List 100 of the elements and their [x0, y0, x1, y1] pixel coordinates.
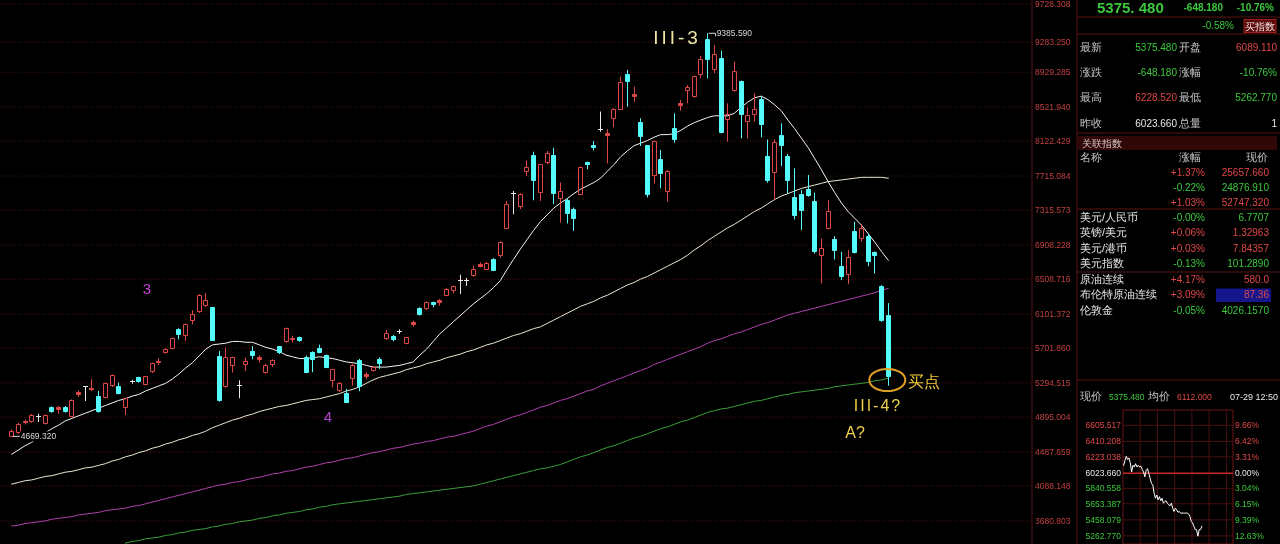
text: 均价 — [1147, 390, 1170, 402]
candlestick — [96, 390, 101, 414]
candlestick — [89, 378, 94, 392]
candlestick — [625, 69, 630, 108]
candlestick — [685, 84, 690, 104]
candlestick — [163, 347, 168, 355]
candlestick — [377, 356, 382, 370]
candlestick — [136, 376, 141, 384]
y2-tick-label: 9.39% — [1235, 514, 1260, 525]
candlestick — [451, 285, 456, 294]
y-tick-label: 8122.429 — [1035, 136, 1071, 147]
y2-tick-label: 3.31% — [1235, 451, 1260, 462]
candlestick — [49, 405, 54, 414]
candlestick — [879, 284, 884, 323]
candlestick — [618, 76, 623, 111]
candlestick — [832, 235, 837, 260]
text: -10.76% — [1239, 67, 1278, 78]
candlestick — [110, 373, 115, 388]
text: +1.03% — [1170, 197, 1206, 208]
candlestick — [806, 174, 811, 198]
text: 美元/港币 — [1080, 242, 1128, 254]
text: 101.2890 — [1227, 258, 1270, 269]
candlestick — [765, 138, 770, 184]
text: -648.180 — [1137, 67, 1178, 78]
candlestick — [9, 428, 14, 437]
candlestick — [658, 149, 663, 189]
y-tick-label: 6908.228 — [1035, 240, 1071, 251]
candlestick — [210, 306, 215, 342]
text: -0.13% — [1173, 258, 1206, 269]
candlestick — [752, 92, 757, 123]
candlestick — [43, 413, 48, 425]
y2-tick-label: 12.63% — [1235, 530, 1265, 541]
candlestick — [417, 306, 422, 317]
candlestick — [317, 344, 322, 354]
text: -10.76% — [1236, 2, 1275, 13]
text: 现价 — [1080, 390, 1102, 402]
y-tick-label: 5294.515 — [1035, 377, 1071, 388]
candlestick — [692, 75, 697, 99]
candlestick — [779, 122, 784, 167]
candlestick — [591, 140, 596, 151]
text: 总量 — [1178, 117, 1201, 129]
candlestick — [83, 386, 88, 402]
text: 87.36 — [1243, 289, 1270, 300]
text: 美元/人民币 — [1080, 211, 1139, 223]
candlestick — [819, 237, 824, 284]
candlestick — [551, 147, 556, 205]
candlestick — [444, 287, 449, 297]
candlestick — [350, 363, 355, 387]
candlestick — [665, 169, 670, 203]
candlestick — [337, 381, 342, 393]
candlestick — [371, 365, 376, 373]
text: 1 — [1271, 118, 1278, 129]
text: 买点 — [908, 373, 940, 390]
text: 最高 — [1080, 91, 1102, 103]
candlestick — [190, 309, 195, 325]
candlestick — [531, 151, 536, 201]
text: -0.22% — [1173, 182, 1206, 193]
candlestick — [585, 161, 590, 170]
text: 25657.660 — [1221, 167, 1270, 178]
line-series — [1123, 455, 1203, 537]
y-tick-label: 6101.372 — [1035, 308, 1071, 319]
candlestick — [491, 257, 496, 272]
candlestick — [826, 199, 831, 230]
text: 涨幅 — [1179, 66, 1201, 78]
candlestick — [725, 102, 730, 143]
candlestick — [518, 192, 523, 210]
candlestick — [357, 358, 362, 392]
y-tick-label: 4088.148 — [1035, 481, 1071, 492]
candlestick — [719, 50, 724, 134]
candlestick — [277, 345, 282, 355]
text: 英镑/美元 — [1080, 226, 1128, 238]
candlestick — [76, 389, 81, 398]
candlestick — [605, 128, 610, 164]
y-tick-label: 6508.716 — [1035, 274, 1071, 285]
candlestick — [558, 182, 563, 224]
candlestick — [498, 240, 503, 258]
annotation: III-3 — [653, 27, 701, 48]
text: 6112.000 — [1177, 392, 1213, 402]
text: 4026.1570 — [1221, 305, 1270, 316]
candlestick — [672, 112, 677, 144]
text: 最新 — [1080, 41, 1102, 53]
text: 关联指数 — [1082, 138, 1122, 149]
candlestick — [852, 221, 857, 254]
candlestick — [56, 405, 61, 415]
candlestick — [839, 251, 844, 281]
candlestick — [745, 106, 750, 139]
candlestick — [538, 163, 543, 202]
candlestick — [598, 111, 603, 132]
candlestick — [411, 320, 416, 328]
candlestick — [545, 150, 550, 165]
text: 伦敦金 — [1080, 304, 1113, 316]
candlestick — [632, 86, 637, 103]
candlestick — [250, 345, 255, 360]
candlestick — [705, 32, 710, 79]
candlestick — [698, 55, 703, 79]
y-tick-label: 8521.940 — [1035, 102, 1071, 113]
candlestick — [69, 398, 74, 418]
candlestick — [404, 336, 409, 345]
text: 布伦特原油连续 — [1080, 288, 1157, 300]
text: 5375. 480 — [1097, 0, 1164, 16]
